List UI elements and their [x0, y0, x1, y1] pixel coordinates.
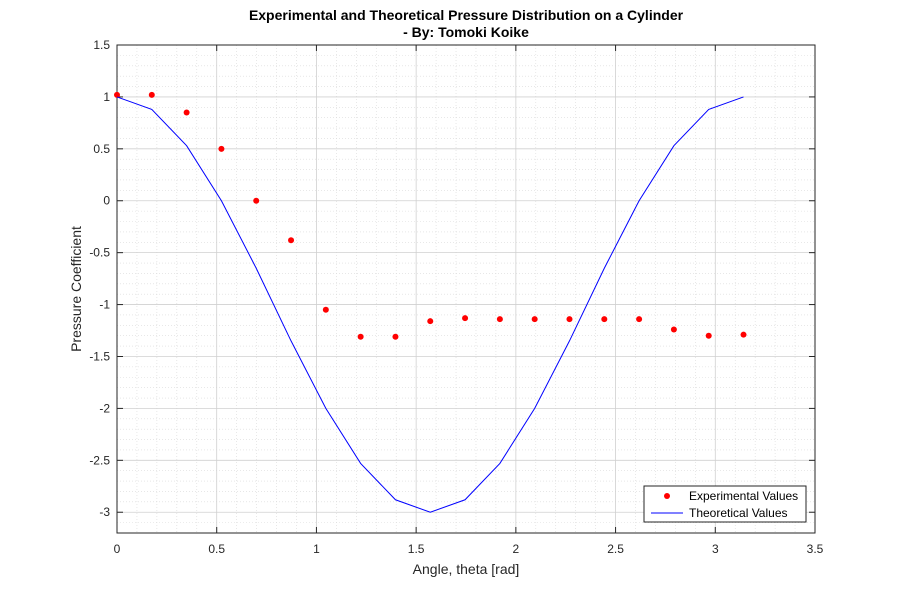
- experimental-point: [566, 316, 573, 323]
- experimental-point: [601, 316, 608, 323]
- x-tick-label: 2.5: [607, 542, 624, 556]
- experimental-point: [670, 326, 677, 333]
- x-tick-label: 3: [712, 542, 719, 556]
- minor-grid: [117, 45, 815, 534]
- legend-label-theoretical: Theoretical Values: [689, 506, 788, 520]
- experimental-point: [183, 109, 190, 116]
- theoretical-line: [116, 96, 744, 513]
- experimental-point: [636, 316, 643, 323]
- legend-experimental-marker: [664, 493, 670, 499]
- y-tick-label: -1.5: [89, 349, 110, 363]
- legend-label-experimental: Experimental Values: [689, 489, 798, 503]
- chart-subtitle: - By: Tomoki Koike: [403, 24, 529, 40]
- experimental-point: [740, 331, 747, 338]
- legend: Experimental Values Theoretical Values: [643, 485, 807, 523]
- series-layer: [114, 91, 747, 513]
- x-tick-label: 3.5: [807, 542, 824, 556]
- x-tick-label: 1: [313, 542, 320, 556]
- x-tick-label: 0: [114, 542, 121, 556]
- legend-box: [643, 485, 807, 523]
- major-grid: [116, 44, 816, 533]
- x-tick-label: 1.5: [408, 542, 425, 556]
- x-tick-label: 2: [513, 542, 520, 556]
- y-tick-label: -0.5: [89, 246, 110, 260]
- chart-title: Experimental and Theoretical Pressure Di…: [248, 7, 684, 23]
- y-tick-labels: 1.5 1 0.5 0 -0.5 -1 -1.5 -2 -2.5 -3: [89, 38, 110, 519]
- experimental-point: [114, 91, 120, 98]
- experimental-point: [462, 315, 469, 322]
- axis-ticks: [116, 44, 816, 533]
- experimental-point: [322, 306, 329, 313]
- experimental-point: [218, 145, 225, 152]
- x-axis-label: Angle, theta [rad]: [413, 561, 520, 577]
- experimental-point: [288, 237, 295, 244]
- plot-area-frame: [116, 44, 816, 534]
- y-tick-label: 0: [103, 194, 110, 208]
- y-tick-label: -3: [99, 505, 110, 519]
- y-tick-label: -2.5: [89, 453, 110, 467]
- experimental-point: [392, 333, 399, 340]
- experimental-point: [531, 316, 538, 323]
- x-tick-labels: 0 0.5 1 1.5 2 2.5 3 3.5: [114, 542, 824, 556]
- y-tick-label: -1: [99, 298, 110, 312]
- experimental-point: [253, 197, 260, 204]
- y-axis-label: Pressure Coefficient: [68, 226, 84, 352]
- experimental-point: [496, 316, 503, 323]
- y-tick-label: 0.5: [93, 142, 110, 156]
- experimental-point: [705, 332, 712, 339]
- y-tick-label: 1.5: [93, 38, 110, 52]
- experimental-point: [357, 333, 364, 340]
- x-tick-label: 0.5: [208, 542, 225, 556]
- experimental-point: [427, 318, 434, 325]
- y-tick-label: 1: [103, 90, 110, 104]
- y-tick-label: -2: [99, 401, 110, 415]
- experimental-point: [148, 91, 155, 98]
